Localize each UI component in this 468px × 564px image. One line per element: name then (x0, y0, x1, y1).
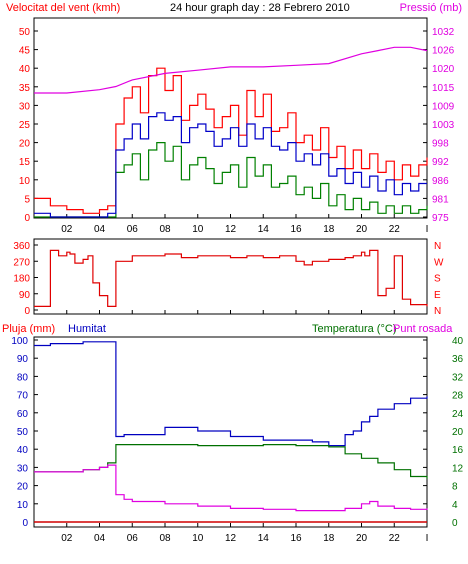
pressure-y-tick-label: 1026 (432, 46, 455, 57)
humidity-y-tick-label: 0 (22, 518, 28, 529)
pressure-series (34, 46, 428, 94)
humidity-y-tick-label: 30 (17, 463, 29, 474)
wind-x-tick-label: 16 (290, 224, 302, 235)
temp-x-tick-label: 08 (159, 533, 171, 544)
temp-x-tick-label: 22 (389, 533, 401, 544)
wind-avg-series (34, 112, 427, 218)
humidity-y-tick-label: 40 (17, 445, 29, 456)
humidity-y-tick-label: 20 (17, 482, 29, 493)
direction-compass-label: E (434, 290, 441, 301)
wind-low-series (34, 142, 428, 218)
wind-x-tick-label: 18 (323, 224, 335, 235)
pressure-y-tick-label: 1032 (432, 27, 455, 38)
wind-y-tick-label: 5 (24, 194, 30, 205)
pressure-y-tick-label: 1015 (432, 83, 455, 94)
temp-x-tick-label: 16 (290, 533, 302, 544)
wind-y-tick-label: 45 (19, 46, 31, 57)
temp-x-tick-label: 18 (323, 533, 335, 544)
wind-y-tick-label: 0 (24, 213, 30, 224)
humidity-y-tick-label: 80 (17, 372, 29, 383)
wind-x-tick-label: 02 (61, 224, 73, 235)
dewpoint-series (34, 464, 428, 512)
pressure-y-tick-label: 975 (432, 213, 449, 224)
humidity-y-tick-label: 10 (17, 500, 29, 511)
direction-compass-label: W (434, 257, 444, 268)
temperature-y-tick-label: 0 (452, 518, 458, 529)
temperature-y-tick-label: 20 (452, 427, 464, 438)
wind-x-tick-label: 12 (225, 224, 237, 235)
wind-gust-series (34, 67, 428, 214)
humidity-series (34, 341, 428, 447)
pressure-axis-label: Pressió (mb) (400, 2, 462, 14)
rain-axis-label: Pluja (mm) (2, 323, 55, 335)
direction-compass-label: S (434, 274, 441, 285)
direction-y-tick-label: 180 (13, 274, 30, 285)
direction-series (34, 249, 428, 307)
temp-x-tick-label: 04 (94, 533, 106, 544)
humidity-axis-label: Humitat (68, 323, 106, 335)
wind-y-tick-label: 40 (19, 64, 31, 75)
wind-axis-label: Velocitat del vent (kmh) (6, 2, 120, 14)
temperature-y-tick-label: 32 (452, 372, 464, 383)
temp-x-tick-label: 02 (61, 533, 73, 544)
temperature-y-tick-label: 28 (452, 391, 464, 402)
wind-x-tick-label: I (426, 224, 429, 235)
pressure-y-tick-label: 1009 (432, 101, 455, 112)
temp-x-tick-label: 12 (225, 533, 237, 544)
wind-y-tick-label: 30 (19, 101, 31, 112)
humidity-y-tick-label: 100 (11, 336, 28, 347)
temperature-y-tick-label: 4 (452, 500, 458, 511)
temperature-axis-label: Temperatura (°C) (312, 323, 396, 335)
direction-compass-label: N (434, 306, 441, 317)
wind-y-tick-label: 15 (19, 157, 31, 168)
wind-x-tick-label: 06 (127, 224, 139, 235)
wind-x-tick-label: 04 (94, 224, 106, 235)
pressure-y-tick-label: 1020 (432, 64, 455, 75)
wind-x-tick-label: 08 (159, 224, 171, 235)
humidity-y-tick-label: 50 (17, 427, 29, 438)
wind-y-tick-label: 50 (19, 27, 31, 38)
humidity-y-tick-label: 90 (17, 354, 29, 365)
wind-x-tick-label: 20 (356, 224, 368, 235)
temp-x-tick-label: 10 (192, 533, 204, 544)
temp-x-tick-label: 06 (127, 533, 139, 544)
wind-y-tick-label: 20 (19, 139, 31, 150)
temp-x-tick-label: 14 (258, 533, 270, 544)
direction-compass-label: N (434, 241, 441, 252)
direction-y-tick-label: 0 (24, 306, 30, 317)
wind-y-tick-label: 25 (19, 120, 31, 131)
pressure-y-tick-label: 1003 (432, 120, 455, 131)
wind-y-tick-label: 35 (19, 83, 31, 94)
temperature-y-tick-label: 40 (452, 336, 464, 347)
pressure-y-tick-label: 998 (432, 139, 449, 150)
temperature-y-tick-label: 8 (452, 482, 458, 493)
wind-x-tick-label: 10 (192, 224, 204, 235)
wind-x-tick-label: 22 (389, 224, 401, 235)
direction-y-tick-label: 90 (19, 290, 31, 301)
pressure-y-tick-label: 986 (432, 176, 449, 187)
wind-y-tick-label: 10 (19, 176, 31, 187)
temperature-y-tick-label: 16 (452, 445, 464, 456)
pressure-y-tick-label: 981 (432, 194, 449, 205)
direction-y-tick-label: 270 (13, 257, 30, 268)
wind-x-tick-label: 14 (258, 224, 270, 235)
pressure-y-tick-label: 992 (432, 157, 449, 168)
temp-x-tick-label: I (426, 533, 429, 544)
chart-title: 24 hour graph day : 28 Febrero 2010 (170, 2, 350, 14)
humidity-y-tick-label: 70 (17, 391, 29, 402)
direction-y-tick-label: 360 (13, 241, 30, 252)
temperature-y-tick-label: 36 (452, 354, 464, 365)
temp-x-tick-label: 20 (356, 533, 368, 544)
humidity-y-tick-label: 60 (17, 409, 29, 420)
dewpoint-axis-label: Punt rosada (393, 323, 453, 335)
temperature-y-tick-label: 12 (452, 463, 464, 474)
temperature-y-tick-label: 24 (452, 409, 464, 420)
